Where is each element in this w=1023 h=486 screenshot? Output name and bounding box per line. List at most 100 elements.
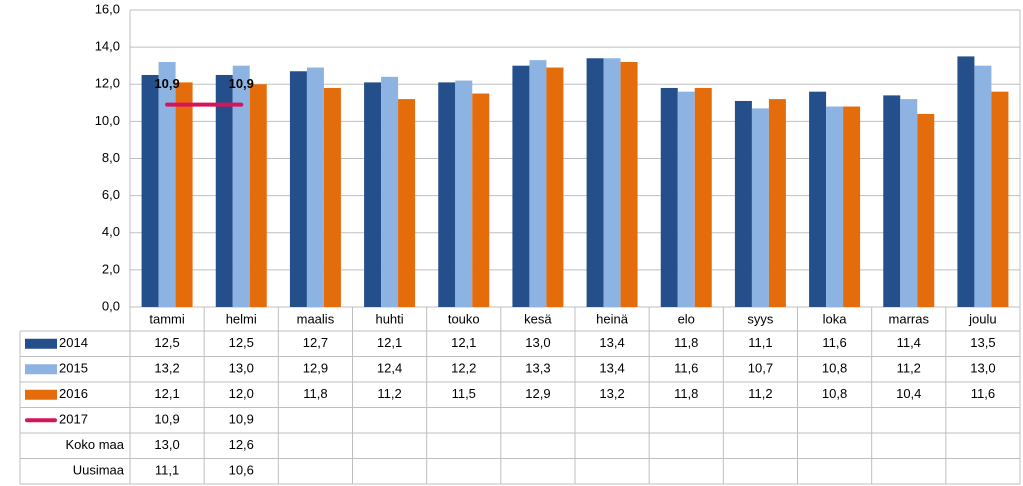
legend-key: [25, 389, 57, 400]
bar: [677, 91, 695, 307]
y-tick-label: 14,0: [95, 39, 120, 54]
legend-label: 2015: [59, 361, 88, 376]
table-cell: 13,0: [970, 361, 995, 376]
table-cell: 13,2: [154, 361, 179, 376]
bar: [991, 91, 1009, 307]
bar: [957, 56, 975, 307]
table-cell: 10,9: [154, 412, 179, 427]
bar: [751, 108, 769, 307]
bar: [734, 100, 752, 307]
bar: [694, 87, 712, 308]
data-label: 10,9: [229, 76, 254, 91]
bar: [768, 99, 786, 307]
table-cell: 12,9: [303, 361, 328, 376]
y-tick-label: 4,0: [102, 224, 120, 239]
legend-label: 2017: [59, 412, 88, 427]
legend-key: [25, 338, 57, 349]
x-tick-label: kesä: [524, 311, 552, 326]
bar: [232, 65, 250, 307]
table-cell: 13,4: [599, 335, 624, 350]
bar: [381, 76, 399, 307]
y-tick-label: 10,0: [95, 113, 120, 128]
x-tick-label: heinä: [596, 311, 629, 326]
bar: [175, 82, 193, 307]
table-cell: 11,2: [748, 386, 772, 401]
table-cell: 12,7: [303, 335, 328, 350]
table-cell: 11,5: [452, 386, 476, 401]
bar: [158, 61, 176, 307]
table-cell: 11,6: [971, 386, 995, 401]
bar: [809, 91, 827, 307]
table-cell: 10,9: [229, 412, 254, 427]
bar: [883, 95, 901, 307]
bar: [826, 106, 844, 308]
table-cell: 12,1: [451, 335, 476, 350]
table-cell: 12,4: [377, 361, 402, 376]
table-cell: 10,8: [822, 386, 847, 401]
table-cell: 12,9: [525, 386, 550, 401]
x-tick-label: touko: [448, 311, 480, 326]
table-cell: 11,4: [897, 335, 921, 350]
table-cell: 11,6: [822, 335, 846, 350]
legend-key: [25, 364, 57, 375]
x-tick-label: tammi: [149, 311, 185, 326]
bar: [141, 74, 159, 307]
bar: [603, 58, 621, 308]
bar: [900, 99, 918, 307]
table-cell: 11,6: [674, 361, 698, 376]
table-cell: 12,1: [154, 386, 179, 401]
x-tick-label: helmi: [226, 311, 257, 326]
bar: [546, 67, 564, 307]
x-tick-label: marras: [889, 311, 930, 326]
legend-label: Koko maa: [65, 437, 124, 452]
table-cell: 11,1: [155, 463, 179, 478]
table-cell: 11,1: [748, 335, 772, 350]
bar: [620, 61, 638, 307]
bar: [974, 65, 992, 307]
table-cell: 12,0: [229, 386, 254, 401]
x-tick-label: elo: [678, 311, 695, 326]
table-cell: 12,5: [154, 335, 179, 350]
table-cell: 11,2: [377, 386, 401, 401]
y-tick-label: 6,0: [102, 187, 120, 202]
bar: [917, 113, 935, 307]
table-cell: 11,8: [674, 335, 698, 350]
y-tick-label: 8,0: [102, 150, 120, 165]
bar: [512, 65, 530, 307]
bar: [472, 93, 490, 307]
legend-label: Uusimaa: [73, 463, 125, 478]
bar: [215, 74, 233, 307]
bar: [529, 60, 547, 308]
table-cell: 10,7: [748, 361, 773, 376]
y-tick-label: 12,0: [95, 76, 120, 91]
table-cell: 12,1: [377, 335, 402, 350]
table-cell: 10,6: [229, 463, 254, 478]
bar: [455, 80, 473, 307]
legend-label: 2014: [59, 335, 88, 350]
table-cell: 11,8: [674, 386, 698, 401]
bar: [843, 106, 861, 308]
x-tick-label: joulu: [968, 311, 996, 326]
table-cell: 12,5: [229, 335, 254, 350]
bar: [289, 71, 307, 307]
bar: [438, 82, 456, 307]
table-cell: 11,8: [303, 386, 327, 401]
bar: [249, 84, 267, 307]
bar: [323, 87, 341, 308]
bar: [398, 99, 416, 307]
y-tick-label: 0,0: [102, 298, 120, 313]
bar: [306, 67, 324, 307]
y-tick-label: 16,0: [95, 1, 120, 16]
legend-label: 2016: [59, 386, 88, 401]
x-tick-label: maalis: [297, 311, 335, 326]
bar: [660, 87, 678, 308]
table-cell: 13,0: [229, 361, 254, 376]
bar: [364, 82, 382, 307]
x-tick-label: loka: [823, 311, 848, 326]
table-cell: 13,0: [525, 335, 550, 350]
table-cell: 12,6: [229, 437, 254, 452]
table-cell: 12,2: [451, 361, 476, 376]
table-cell: 13,2: [599, 386, 624, 401]
table-cell: 13,4: [599, 361, 624, 376]
